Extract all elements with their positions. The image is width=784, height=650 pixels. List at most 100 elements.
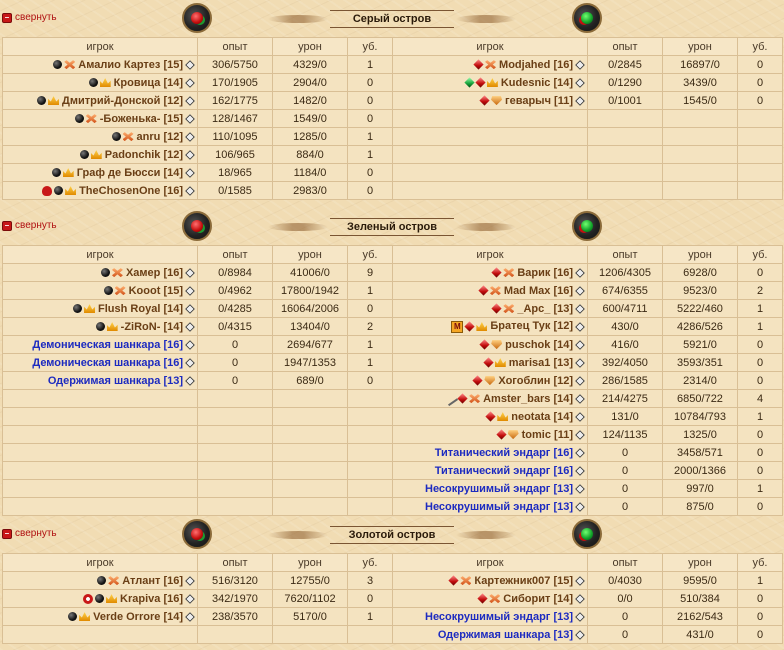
player-name-link[interactable]: Демоническая шанкара: [32, 338, 161, 351]
info-icon[interactable]: [575, 501, 585, 512]
info-icon[interactable]: [575, 611, 585, 622]
info-icon[interactable]: [185, 285, 195, 296]
info-icon[interactable]: [575, 393, 585, 404]
column-header-kills: уб.: [347, 553, 393, 572]
player-name-link[interactable]: Варик: [517, 266, 551, 279]
info-icon[interactable]: [185, 167, 195, 178]
info-icon[interactable]: [575, 575, 585, 586]
player-name-link[interactable]: Сиборит: [503, 592, 551, 605]
exp-value: 516/3120: [197, 571, 273, 590]
info-icon[interactable]: [185, 267, 195, 278]
info-icon[interactable]: [185, 375, 195, 386]
damage-value: 689/0: [272, 371, 348, 390]
table-row: tomic [11] 124/1135 1325/0 0: [2, 425, 783, 444]
player-name-link[interactable]: -ZiRoN-: [120, 320, 161, 333]
info-icon[interactable]: [575, 267, 585, 278]
player-name-link[interactable]: Krapiva: [120, 592, 161, 605]
info-icon[interactable]: [575, 357, 585, 368]
collapse-button[interactable]: – свернуть: [2, 220, 57, 231]
info-icon[interactable]: [185, 321, 195, 332]
info-icon[interactable]: [575, 303, 585, 314]
player-name-link[interactable]: tomic: [521, 428, 551, 441]
info-icon[interactable]: [575, 429, 585, 440]
info-icon[interactable]: [575, 375, 585, 386]
info-icon[interactable]: [185, 185, 195, 196]
player-name-link[interactable]: Хогоблин: [498, 374, 551, 387]
info-icon[interactable]: [185, 113, 195, 124]
player-name-link[interactable]: Modjahed: [499, 58, 551, 71]
info-icon[interactable]: [185, 77, 195, 88]
player-name-link[interactable]: puschok: [505, 338, 551, 351]
player-name-link[interactable]: anru: [136, 130, 161, 143]
column-header-exp: опыт: [197, 245, 273, 264]
player-cell: -ZiRoN- [14]: [2, 317, 198, 336]
player-name-link[interactable]: Verde Orrore: [93, 610, 161, 623]
player-name-link[interactable]: Одержимая шанкара: [47, 374, 161, 387]
player-name-link[interactable]: Титанический эндарг: [434, 464, 551, 477]
info-icon[interactable]: [575, 95, 585, 106]
info-icon[interactable]: [185, 593, 195, 604]
rank-cross-icon: [108, 576, 120, 586]
player-name-link[interactable]: -Боженька-: [99, 112, 161, 125]
empty-cell: [662, 145, 738, 164]
player-name-link[interactable]: Дмитрий-Донской: [62, 94, 161, 107]
player-name-link[interactable]: Картежник007: [474, 574, 551, 587]
kills-value: 0: [347, 73, 393, 92]
player-name-link[interactable]: marisa1: [508, 356, 551, 369]
info-icon[interactable]: [185, 303, 195, 314]
player-name-link[interactable]: Хамер: [125, 266, 161, 279]
info-icon[interactable]: [575, 411, 585, 422]
info-icon[interactable]: [185, 95, 195, 106]
info-icon[interactable]: [185, 357, 195, 368]
player-name-link[interactable]: Несокрушимый эндарг: [425, 482, 551, 495]
info-icon[interactable]: [575, 321, 585, 332]
player-name-link[interactable]: Кровица: [113, 76, 161, 89]
info-icon[interactable]: [185, 575, 195, 586]
damage-value: 6850/722: [662, 389, 738, 408]
player-name-link[interactable]: _Apc_: [517, 302, 551, 315]
info-icon[interactable]: [575, 629, 585, 640]
player-name-link[interactable]: Демоническая шанкара: [32, 356, 161, 369]
player-name-link[interactable]: Атлант: [122, 574, 161, 587]
emblem-gem-icon: [581, 220, 593, 232]
player-level: [14]: [163, 320, 183, 333]
player-name-link[interactable]: Одержимая шанкара: [437, 628, 551, 641]
column-header-exp: опыт: [587, 37, 663, 56]
info-icon[interactable]: [185, 339, 195, 350]
table-row: Amster_bars [14] 214/4275 6850/722 4: [2, 389, 783, 408]
player-name-link[interactable]: Граф де Бюсси: [76, 166, 161, 179]
info-icon[interactable]: [185, 149, 195, 160]
info-icon[interactable]: [575, 59, 585, 70]
player-name-link[interactable]: Kooot: [128, 284, 161, 297]
collapse-button[interactable]: – свернуть: [2, 528, 57, 539]
player-name-link[interactable]: Несокрушимый эндарг: [425, 500, 551, 513]
player-name-link[interactable]: геварыч: [505, 94, 551, 107]
info-icon[interactable]: [185, 131, 195, 142]
kills-value: 1: [737, 407, 783, 426]
exp-value: 128/1467: [197, 109, 273, 128]
player-name-link[interactable]: neotata: [511, 410, 551, 423]
info-icon[interactable]: [575, 447, 585, 458]
player-name-link[interactable]: Несокрушимый эндарг: [425, 610, 551, 623]
ornament-left: [268, 15, 328, 23]
info-icon[interactable]: [185, 611, 195, 622]
damage-value: 16064/2006: [272, 299, 348, 318]
info-icon[interactable]: [575, 465, 585, 476]
info-icon[interactable]: [575, 593, 585, 604]
player-name-link[interactable]: Amster_bars: [483, 392, 551, 405]
player-name-link[interactable]: TheChosenOne: [79, 184, 161, 197]
player-cell: Дмитрий-Донской [12]: [2, 91, 198, 110]
player-name-link[interactable]: Mad Max: [503, 284, 551, 297]
info-icon[interactable]: [575, 285, 585, 296]
info-icon[interactable]: [575, 77, 585, 88]
player-name-link[interactable]: Padonchik: [104, 148, 161, 161]
info-icon[interactable]: [575, 483, 585, 494]
info-icon[interactable]: [185, 59, 195, 70]
player-name-link[interactable]: Титанический эндарг: [434, 446, 551, 459]
player-name-link[interactable]: Амалио Картез: [78, 58, 161, 71]
player-name-link[interactable]: Братец Тук: [490, 320, 551, 333]
info-icon[interactable]: [575, 339, 585, 350]
player-name-link[interactable]: Flush Royal: [98, 302, 161, 315]
player-name-link[interactable]: Kudesnic: [500, 76, 551, 89]
collapse-button[interactable]: – свернуть: [2, 12, 57, 23]
